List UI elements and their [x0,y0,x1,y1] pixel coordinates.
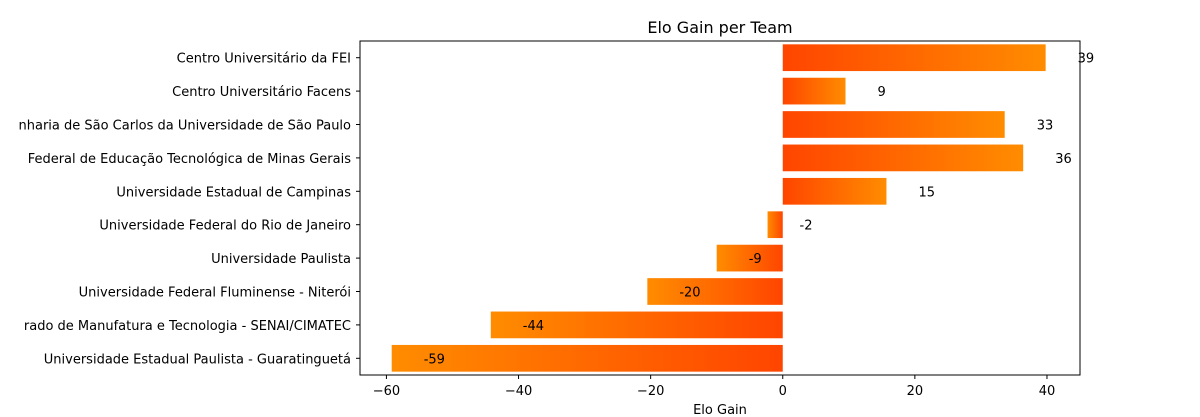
bar [782,77,846,105]
bar [490,311,783,339]
chart-title: Elo Gain per Team [647,18,792,37]
y-tick-label: Federal de Educação Tecnológica de Minas… [28,152,352,167]
x-tick-label: −40 [505,384,532,399]
bar [782,177,887,205]
data-label: -2 [800,219,813,234]
data-label: -44 [523,319,544,334]
y-tick-label: Centro Universitário da FEI [177,52,351,67]
data-label: 39 [1078,52,1095,67]
data-label: -20 [679,286,700,301]
data-label: -59 [424,352,445,367]
bar [716,244,783,272]
data-label: 9 [878,85,886,100]
plot-frame [359,40,1081,376]
y-axis: Centro Universitário da FEI Centro Univer… [19,52,360,367]
y-tick-label: Centro Universitário Facens [172,85,351,100]
bar [782,144,1024,172]
x-axis: −60 −40 −20 0 20 40 [373,375,1056,399]
x-tick-label: 0 [779,384,787,399]
bar [767,211,783,239]
bar [391,344,783,372]
x-tick-label: −60 [373,384,400,399]
y-tick-label: Universidade Federal Fluminense - Niteró… [79,286,351,301]
bars-layer [391,44,1046,372]
bar [782,44,1046,72]
data-label: -9 [749,252,762,267]
data-labels: 39 9 33 36 15 -2 -9 -20 -44 -59 [424,52,1094,368]
x-axis-label: Elo Gain [693,403,747,417]
x-tick-label: 40 [1039,384,1056,399]
y-tick-label: nharia de São Carlos da Universidade de … [19,119,352,134]
y-tick-label: rado de Manufatura e Tecnologia - SENAI/… [24,319,351,334]
y-tick-label: Universidade Paulista [211,252,351,267]
data-label: 15 [918,185,935,200]
x-tick-label: −20 [637,384,664,399]
y-tick-label: Universidade Estadual Paulista - Guarati… [44,352,351,367]
data-label: 33 [1037,119,1054,134]
x-tick-label: 20 [907,384,924,399]
y-tick-label: Universidade Federal do Rio de Janeiro [99,219,351,234]
bar [647,278,783,305]
bar [782,111,1005,138]
data-label: 36 [1055,152,1072,167]
y-tick-label: Universidade Estadual de Campinas [116,185,351,200]
